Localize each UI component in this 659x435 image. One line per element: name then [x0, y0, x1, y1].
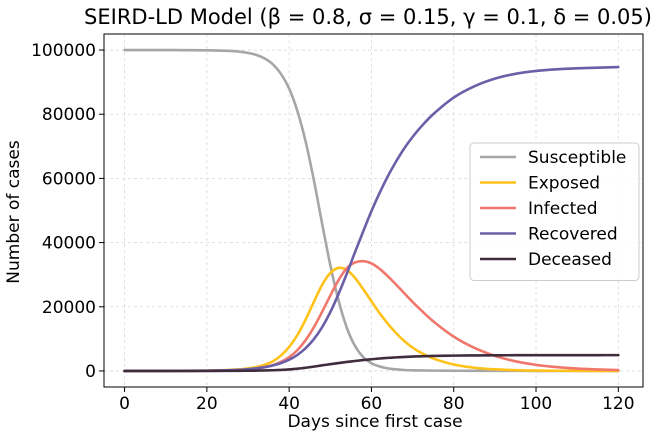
- legend: Susceptible Exposed Infected Recovered Decea…: [469, 142, 640, 281]
- legend-label-infected: Infected: [528, 199, 598, 219]
- legend-label-susceptible: Susceptible: [528, 148, 626, 168]
- chart-title: SEIRD-LD Model (β = 0.8, σ = 0.15, γ = 0…: [84, 5, 652, 29]
- x-tick-label: 100: [520, 394, 552, 414]
- legend-label-recovered: Recovered: [528, 225, 618, 245]
- y-tick-label: 40000: [42, 234, 96, 254]
- legend-label-exposed: Exposed: [528, 174, 600, 194]
- series-line-susceptible: [123, 48, 620, 373]
- y-tick-label: 0: [85, 362, 96, 382]
- plot-area-frame: [103, 33, 644, 388]
- y-tick-label: 20000: [42, 298, 96, 318]
- x-tick-label: 20: [196, 394, 218, 414]
- x-axis-label: Days since first case: [287, 412, 462, 432]
- legend-label-deceased: Deceased: [528, 250, 612, 270]
- x-tick-label: 60: [361, 394, 383, 414]
- y-axis-label: Number of cases: [4, 140, 24, 284]
- x-tick-label: 80: [443, 394, 465, 414]
- legend-box: [469, 142, 640, 281]
- x-tick-label: 40: [278, 394, 300, 414]
- y-tick-label: 80000: [42, 105, 96, 125]
- series-line-deceased: [123, 353, 620, 373]
- axes: 0 20 40 60 80 100 120 0 20000 40000 60000 80000 1000…: [31, 41, 634, 414]
- x-tick-label: 0: [119, 394, 130, 414]
- y-tick-label: 60000: [42, 169, 96, 189]
- x-tick-label: 120: [602, 394, 634, 414]
- series-lines: [123, 48, 620, 373]
- y-tick-label: 100000: [31, 41, 96, 61]
